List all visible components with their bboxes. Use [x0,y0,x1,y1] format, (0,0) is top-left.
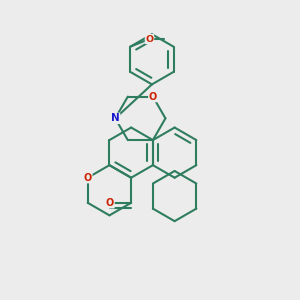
Text: O: O [106,198,114,208]
Text: O: O [84,173,92,183]
Text: O: O [149,92,157,102]
Text: N: N [111,113,120,123]
Text: O: O [146,34,154,43]
